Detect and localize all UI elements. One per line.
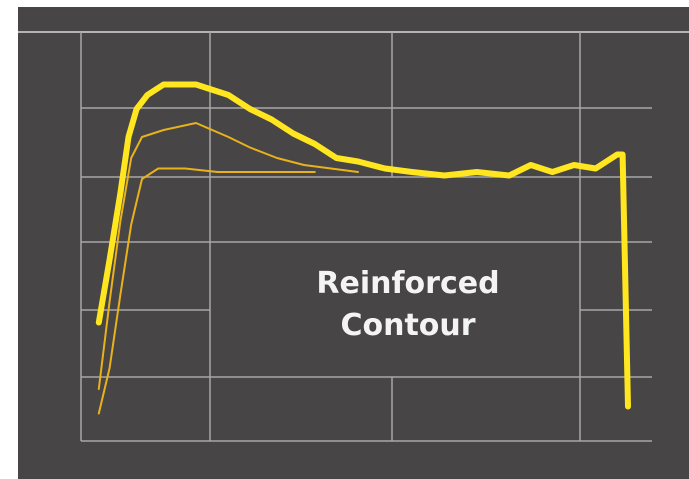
annotation-line-2: Contour <box>340 308 476 343</box>
chart-annotation: Reinforced Contour <box>293 263 523 347</box>
chart-panel: Reinforced Contour <box>18 7 689 479</box>
chart-svg <box>18 31 689 442</box>
series-line-3 <box>97 167 316 415</box>
series-line-2 <box>97 122 359 390</box>
series-layer <box>95 81 631 415</box>
grid <box>80 32 652 442</box>
series-line-1 <box>95 81 631 410</box>
annotation-line-1: Reinforced <box>316 266 500 301</box>
